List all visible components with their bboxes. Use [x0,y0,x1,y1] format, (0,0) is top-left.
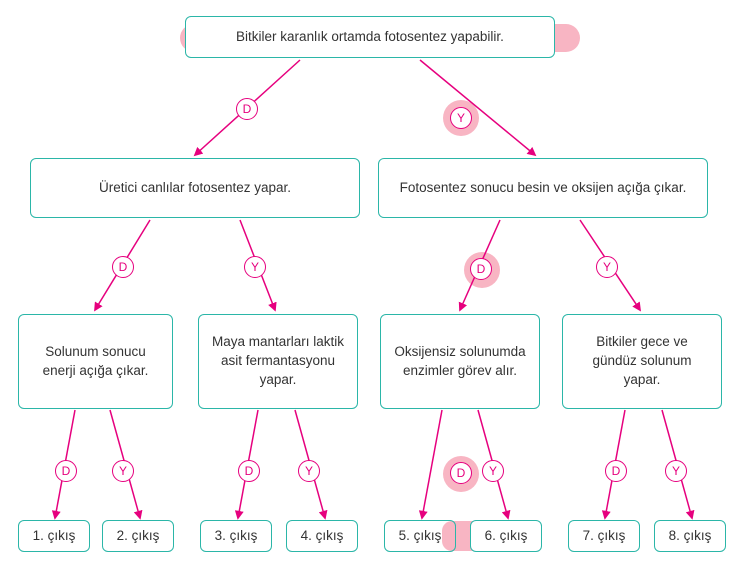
dy-l2right-left: D [470,258,492,280]
exit-4: 4. çıkış [286,520,358,552]
level2-left-text: Üretici canlılar fotosentez yapar. [99,179,291,198]
level2-right-node: Fotosentez sonucu besin ve oksijen açığa… [378,158,708,218]
exit-2-text: 2. çıkış [117,527,160,546]
exit-6-text: 6. çıkış [485,527,528,546]
level2-right-text: Fotosentez sonucu besin ve oksijen açığa… [400,179,687,198]
exit-7: 7. çıkış [568,520,640,552]
exit-7-text: 7. çıkış [583,527,626,546]
level2-left-node: Üretici canlılar fotosentez yapar. [30,158,360,218]
dy-n4-left: D [605,460,627,482]
dy-n3-right: Y [482,460,504,482]
dy-root-right: Y [450,107,472,129]
level3-n4-text: Bitkiler gece ve gündüz solunum yapar. [573,333,711,390]
exit-3: 3. çıkış [200,520,272,552]
dy-n1-left: D [55,460,77,482]
exit-4-text: 4. çıkış [301,527,344,546]
dy-l2left-left: D [112,256,134,278]
dy-n2-right: Y [298,460,320,482]
root-text: Bitkiler karanlık ortamda fotosentez yap… [236,28,504,47]
exit-5-text: 5. çıkış [399,527,442,546]
exit-8: 8. çıkış [654,520,726,552]
dy-l2right-right: Y [596,256,618,278]
exit-3-text: 3. çıkış [215,527,258,546]
level3-n2-text: Maya mantarları laktik asit fermantasyon… [209,333,347,390]
level3-n1-text: Solunum sonucu enerji açığa çıkar. [29,343,162,381]
dy-l2left-right: Y [244,256,266,278]
exit-1-text: 1. çıkış [33,527,76,546]
connector-lines [0,0,738,577]
dy-root-left: D [236,98,258,120]
dy-n2-left: D [238,460,260,482]
dy-n3-left: D [450,462,472,484]
root-node: Bitkiler karanlık ortamda fotosentez yap… [185,16,555,58]
level3-n1-node: Solunum sonucu enerji açığa çıkar. [18,314,173,409]
exit-8-text: 8. çıkış [669,527,712,546]
level3-n2-node: Maya mantarları laktik asit fermantasyon… [198,314,358,409]
dy-n1-right: Y [112,460,134,482]
level3-n3-node: Oksijensiz solunumda enzimler görev alır… [380,314,540,409]
exit-2: 2. çıkış [102,520,174,552]
level3-n3-text: Oksijensiz solunumda enzimler görev alır… [391,343,529,381]
level3-n4-node: Bitkiler gece ve gündüz solunum yapar. [562,314,722,409]
exit-1: 1. çıkış [18,520,90,552]
exit-6: 6. çıkış [470,520,542,552]
exit-5: 5. çıkış [384,520,456,552]
dy-n4-right: Y [665,460,687,482]
